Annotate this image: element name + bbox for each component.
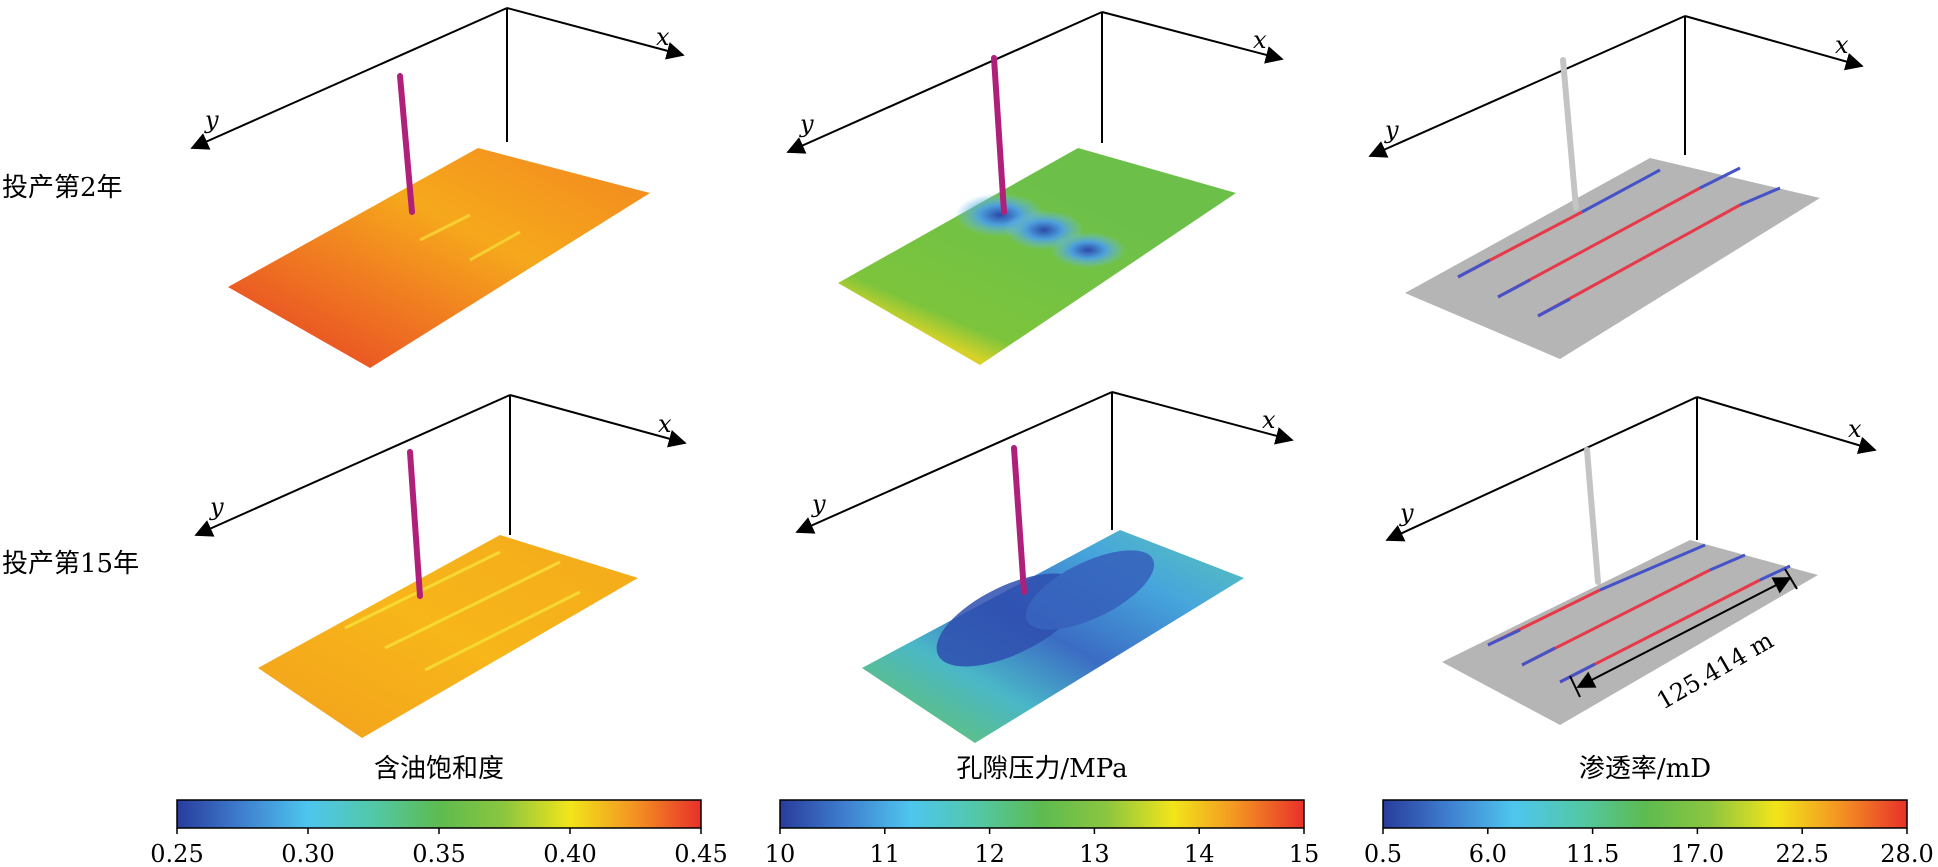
wellbore bbox=[991, 55, 1007, 215]
colorbar-title: 孔隙压力/MPa bbox=[956, 754, 1127, 784]
colorbar-tick-label: 0.35 bbox=[412, 840, 465, 867]
row-label-year-2: 投产第2年 bbox=[2, 173, 123, 203]
fracture-lines bbox=[1457, 166, 1781, 318]
wellbore bbox=[1584, 447, 1601, 585]
panel-pressure-year-2: y x bbox=[786, 11, 1284, 365]
colorbar-tick-label: 0.40 bbox=[543, 840, 596, 867]
panel-pressure-year-15: y x bbox=[795, 391, 1294, 743]
axis-frame bbox=[1385, 396, 1877, 542]
fracture-lines bbox=[419, 213, 521, 262]
axis-frame bbox=[786, 11, 1284, 154]
panel-permeability-year-2: y x bbox=[1368, 15, 1864, 359]
x-axis-label: x bbox=[1262, 406, 1276, 434]
panel-saturation-year-2: y x bbox=[190, 7, 685, 368]
colorbar-tick-label: 11 bbox=[870, 840, 901, 867]
x-axis-label: x bbox=[1253, 26, 1267, 54]
colorbar-2: 孔隙压力/MPa 10 11 12 13 14 15 bbox=[765, 754, 1320, 867]
colorbar-tick-label: 17.0 bbox=[1671, 840, 1724, 867]
y-axis-label: y bbox=[1384, 116, 1399, 144]
y-axis-label: y bbox=[209, 493, 224, 521]
colorbar-tick-label: 6.0 bbox=[1469, 840, 1507, 867]
wellbore bbox=[1560, 57, 1579, 211]
colorbar-tick-label: 22.5 bbox=[1775, 840, 1828, 867]
reservoir-slab bbox=[1405, 158, 1820, 359]
colorbar-tick-label: 14 bbox=[1184, 840, 1215, 867]
colorbar-title: 含油饱和度 bbox=[374, 754, 504, 784]
colorbar-tick-label: 0.30 bbox=[281, 840, 334, 867]
colorbar-tick-label: 12 bbox=[974, 840, 1005, 867]
colorbar-tick-label: 15 bbox=[1289, 840, 1320, 867]
y-axis-label: y bbox=[811, 490, 826, 518]
colorbar-ramp bbox=[176, 799, 702, 829]
reservoir-slab bbox=[838, 148, 1236, 365]
wellbore bbox=[407, 449, 423, 599]
colorbar-tick-label: 0.25 bbox=[150, 840, 203, 867]
colorbar-tick-label: 13 bbox=[1079, 840, 1110, 867]
colorbar-tick-label: 28.0 bbox=[1880, 840, 1933, 867]
axis-frame bbox=[795, 391, 1294, 534]
reservoir-slab bbox=[258, 535, 638, 738]
wellbore bbox=[1011, 445, 1027, 595]
row-label-year-15: 投产第15年 bbox=[2, 549, 139, 579]
y-axis-label: y bbox=[799, 110, 814, 138]
colorbar-tick-label: 0.45 bbox=[674, 840, 727, 867]
pressure-lows bbox=[936, 550, 1155, 667]
colorbar-3: 渗透率/mD 0.5 6.0 11.5 17.0 22.5 28.0 bbox=[1364, 754, 1934, 867]
colorbar-title: 渗透率/mD bbox=[1579, 754, 1711, 784]
pressure-lows bbox=[955, 193, 1126, 268]
colorbar-ramp bbox=[1382, 799, 1908, 829]
x-axis-label: x bbox=[1835, 31, 1849, 59]
axis-frame bbox=[190, 7, 685, 150]
y-axis-label: y bbox=[204, 106, 219, 134]
colorbar-tick-label: 0.5 bbox=[1364, 840, 1402, 867]
colorbar-tick-label: 10 bbox=[765, 840, 796, 867]
reservoir-slab bbox=[228, 148, 650, 368]
length-dimension bbox=[1569, 568, 1798, 698]
axis-frame bbox=[194, 394, 687, 537]
colorbar-tick-label: 11.5 bbox=[1566, 840, 1619, 867]
colorbar-1: 含油饱和度 0.25 0.30 0.35 0.40 0.45 bbox=[150, 754, 727, 867]
panel-saturation-year-15: y x bbox=[194, 394, 687, 738]
wellbore bbox=[397, 73, 415, 215]
panel-permeability-year-15: y x 125.414 m bbox=[1385, 396, 1877, 725]
axis-frame bbox=[1368, 15, 1864, 158]
x-axis-label: x bbox=[658, 410, 672, 438]
x-axis-label: x bbox=[656, 23, 670, 51]
colorbar-ramp bbox=[779, 799, 1305, 829]
colorbars: 含油饱和度 0.25 0.30 0.35 0.40 0.45 孔隙压力/MPa 10 11 12 1… bbox=[150, 754, 1933, 867]
y-axis-label: y bbox=[1399, 499, 1414, 527]
x-axis-label: x bbox=[1848, 415, 1862, 443]
reservoir-slab bbox=[862, 530, 1244, 743]
